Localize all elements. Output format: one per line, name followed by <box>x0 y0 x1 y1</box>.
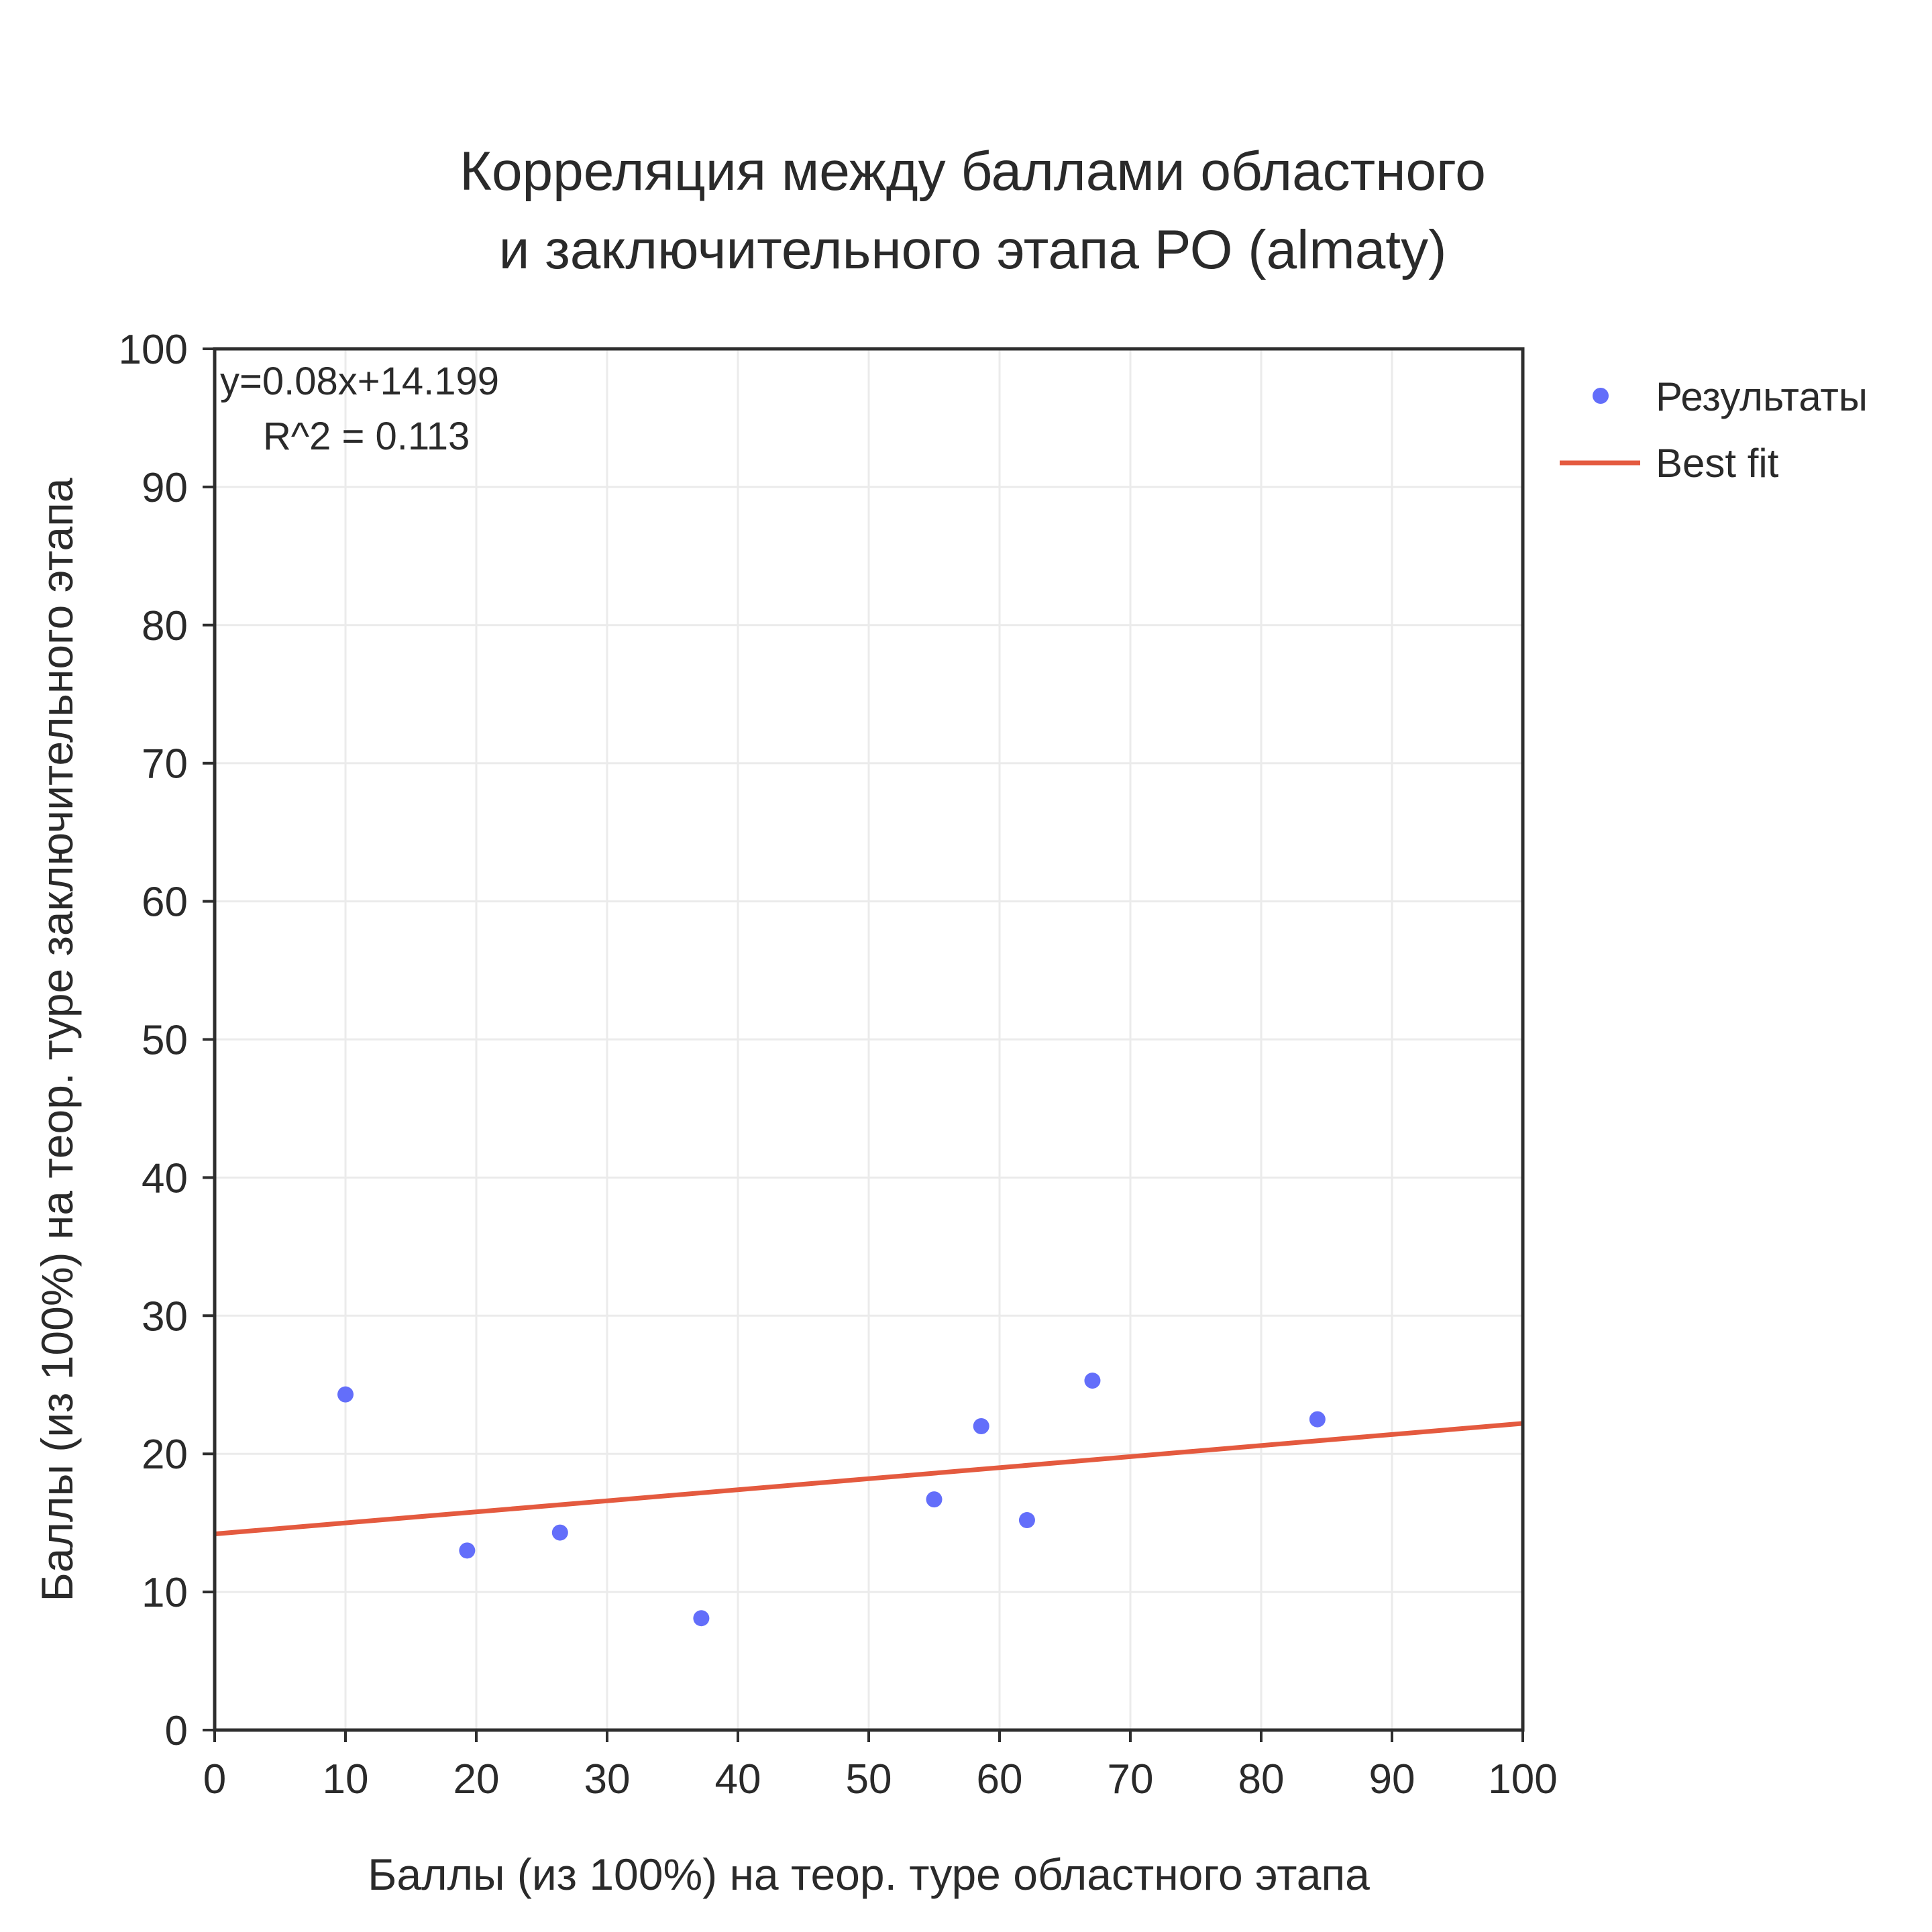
x-tick-label-20: 20 <box>453 1756 500 1803</box>
scatter-point <box>926 1491 943 1508</box>
y-axis-title: Баллы (из 100%) на теор. туре заключител… <box>32 478 82 1601</box>
scatter-point <box>459 1542 476 1559</box>
scatter-point <box>1309 1411 1326 1428</box>
best-fit-layer <box>214 1421 1523 1537</box>
y-tick-label-30: 30 <box>142 1293 188 1340</box>
legend-marker-results <box>1593 388 1609 404</box>
y-axis-ticks: 0 10 20 30 40 50 60 70 80 90 100 <box>119 327 215 1754</box>
x-axis-title: Баллы (из 100%) на теор. туре областного… <box>368 1849 1370 1899</box>
scatter-point <box>1084 1373 1101 1389</box>
legend: Результаты Best fit <box>1560 374 1868 486</box>
x-tick-label-40: 40 <box>715 1756 761 1803</box>
y-tick-label-90: 90 <box>142 465 188 511</box>
x-tick-label-30: 30 <box>584 1756 631 1803</box>
scatter-point <box>337 1386 354 1403</box>
x-tick-label-10: 10 <box>323 1756 369 1803</box>
y-tick-label-70: 70 <box>142 741 188 788</box>
chart-title-line-1: Корреляция между баллами областного <box>460 141 1486 202</box>
y-tick-label-10: 10 <box>142 1570 188 1616</box>
y-tick-label-80: 80 <box>142 603 188 649</box>
y-tick-label-100: 100 <box>119 327 188 373</box>
x-tick-label-80: 80 <box>1238 1756 1285 1803</box>
scatter-points <box>337 1373 1326 1627</box>
x-tick-label-50: 50 <box>846 1756 892 1803</box>
y-tick-label-40: 40 <box>142 1155 188 1201</box>
x-tick-label-60: 60 <box>977 1756 1023 1803</box>
y-tick-label-0: 0 <box>165 1708 188 1754</box>
legend-label-results: Результаты <box>1656 374 1868 419</box>
scatter-point <box>1018 1512 1035 1529</box>
fit-equation-annotation: y=0.08x+14.199 <box>220 360 499 403</box>
y-tick-label-60: 60 <box>142 879 188 926</box>
r-squared-annotation: R^2 = 0.113 <box>263 415 470 458</box>
best-fit-line <box>214 1421 1523 1537</box>
scatter-point <box>551 1524 568 1541</box>
chart-title-line-2: и заключительного этапа РО (almaty) <box>499 219 1447 280</box>
legend-label-best-fit: Best fit <box>1656 441 1779 486</box>
x-tick-label-100: 100 <box>1488 1756 1557 1803</box>
x-tick-label-70: 70 <box>1108 1756 1154 1803</box>
y-tick-label-50: 50 <box>142 1018 188 1064</box>
x-tick-label-90: 90 <box>1369 1756 1415 1803</box>
y-tick-label-20: 20 <box>142 1432 188 1478</box>
x-axis-ticks: 0 10 20 30 40 50 60 70 80 90 100 <box>203 1730 1558 1803</box>
grid-lines <box>213 347 1524 1731</box>
scatter-point <box>973 1418 989 1435</box>
scatter-point <box>693 1610 710 1627</box>
x-tick-label-0: 0 <box>203 1756 226 1803</box>
